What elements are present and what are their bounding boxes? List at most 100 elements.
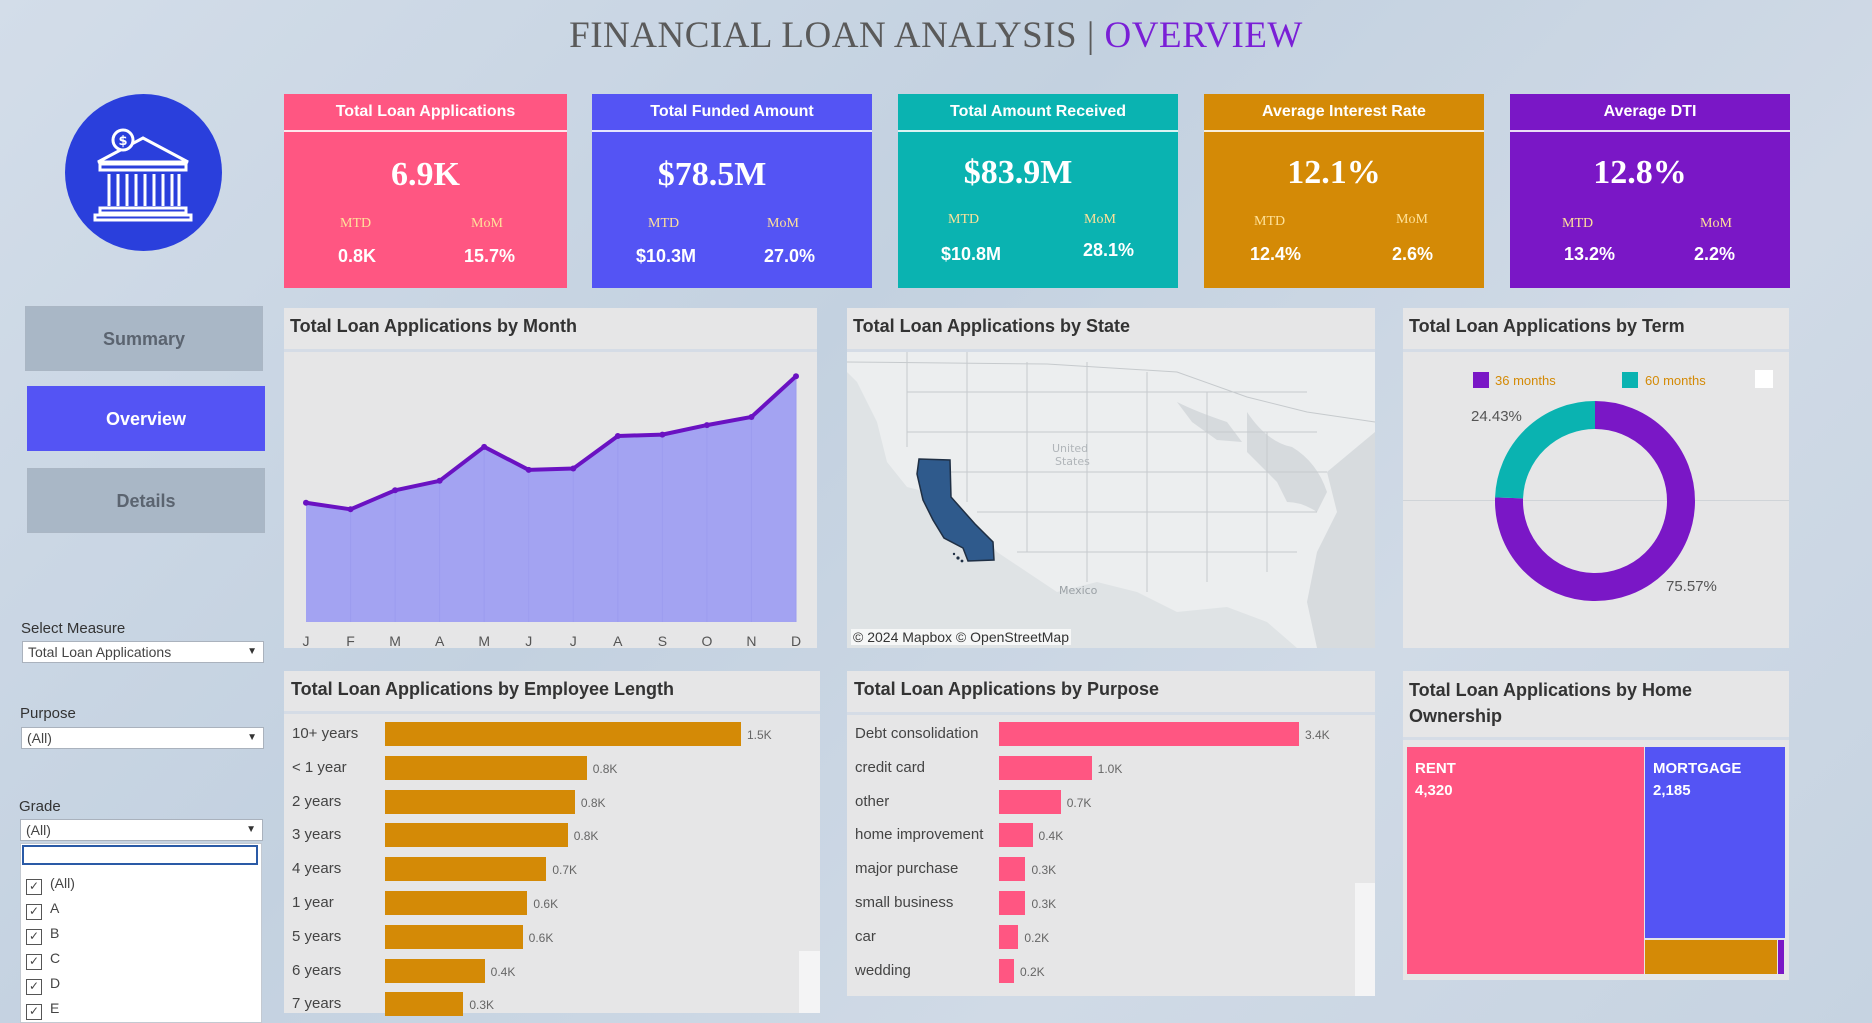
- month-tick-label: J: [525, 633, 532, 648]
- bar[interactable]: [385, 722, 741, 746]
- scrollbar-thumb[interactable]: [1355, 883, 1375, 996]
- month-point[interactable]: [481, 443, 488, 450]
- bar-category-label: 3 years: [292, 826, 342, 844]
- kpi-mom-value: 2.6%: [1392, 244, 1434, 264]
- bar[interactable]: [385, 789, 575, 814]
- bar[interactable]: [385, 992, 464, 1017]
- bar[interactable]: [999, 958, 1014, 983]
- month-tick-label: S: [658, 633, 667, 648]
- month-point[interactable]: [436, 477, 443, 484]
- kpi-mtd-value: 0.8K: [338, 246, 377, 266]
- kpi-mtd-label: MTD: [648, 216, 680, 231]
- purpose-value: (All): [27, 730, 52, 746]
- summary-button[interactable]: Summary: [25, 306, 263, 371]
- bar-category-label: home improvement: [855, 826, 984, 844]
- bar[interactable]: [385, 958, 485, 983]
- donut-slice-36-months[interactable]: [1495, 401, 1695, 601]
- kpi-value: 12.1%: [1287, 154, 1381, 191]
- bar[interactable]: [999, 891, 1026, 915]
- month-point[interactable]: [703, 422, 710, 429]
- month-tick-label: A: [435, 633, 445, 648]
- bar[interactable]: [385, 857, 547, 882]
- checkbox-checked-icon: ✓: [26, 929, 42, 945]
- month-point[interactable]: [793, 373, 799, 380]
- bar[interactable]: [385, 891, 528, 915]
- bar-category-label: 2 years: [292, 792, 342, 810]
- kpi-value: $78.5M: [657, 156, 767, 193]
- checkbox-checked-icon: ✓: [26, 904, 42, 920]
- checkbox-checked-icon: ✓: [26, 979, 42, 995]
- map-attribution[interactable]: © 2024 Mapbox © OpenStreetMap: [851, 629, 1071, 645]
- grade-value: (All): [26, 822, 51, 838]
- grade-option-b[interactable]: ✓ B: [26, 925, 59, 945]
- grade-option-all[interactable]: ✓ (All): [26, 875, 75, 895]
- treemap-other[interactable]: [1778, 940, 1784, 974]
- emp-length-panel: Total Loan Applications by Employee Leng…: [284, 671, 820, 1017]
- us-state-map[interactable]: United States Mexico: [847, 352, 1375, 648]
- bar[interactable]: [999, 755, 1092, 780]
- details-button[interactable]: Details: [27, 468, 265, 533]
- bar[interactable]: [999, 857, 1026, 882]
- kpi-title: Total Funded Amount: [592, 94, 872, 132]
- grade-dropdown[interactable]: (All) ▼: [20, 819, 263, 841]
- month-point[interactable]: [570, 465, 577, 472]
- bar-category-label: 4 years: [292, 860, 342, 878]
- month-tick-label: N: [746, 633, 756, 648]
- month-point[interactable]: [659, 431, 666, 438]
- purpose-dropdown[interactable]: (All) ▼: [21, 727, 264, 749]
- divider: [1403, 500, 1789, 501]
- emp-length-bar-chart: 10+ years 1.5K < 1 year 0.8K 2 years 0.8K 3 ye…: [284, 671, 820, 1017]
- grade-option-c[interactable]: ✓ C: [26, 950, 60, 970]
- home-ownership-panel: Total Loan Applications by Home Ownership…: [1403, 671, 1789, 980]
- select-measure-dropdown[interactable]: Total Loan Applications ▼: [22, 641, 264, 663]
- bar-value-label: 0.7K: [552, 863, 578, 878]
- bar-value-label: 0.2K: [1024, 930, 1050, 945]
- svg-text:$: $: [118, 134, 127, 149]
- grade-label: Grade: [19, 798, 61, 815]
- treemap-mortgage[interactable]: MORTGAGE 2,185: [1645, 747, 1785, 938]
- bar-value-label: 0.3K: [1031, 897, 1057, 911]
- grade-option-a[interactable]: ✓ A: [26, 900, 59, 920]
- overview-button[interactable]: Overview: [27, 386, 265, 451]
- term-donut-panel: Total Loan Applications by Term 36 month…: [1403, 308, 1789, 648]
- month-point[interactable]: [303, 499, 309, 506]
- bar-category-label: small business: [855, 894, 954, 911]
- bar[interactable]: [999, 823, 1033, 848]
- scrollbar-thumb[interactable]: [799, 951, 820, 1013]
- california-state[interactable]: [916, 458, 995, 562]
- kpi-mom-label: MoM: [1700, 216, 1732, 231]
- title-main: FINANCIAL LOAN ANALYSIS |: [569, 15, 1105, 56]
- month-point[interactable]: [347, 506, 354, 513]
- bar[interactable]: [385, 924, 523, 949]
- legend-label-36-months: 36 months: [1495, 373, 1556, 388]
- bar[interactable]: [385, 823, 568, 848]
- kpi-mom-value: 2.2%: [1694, 244, 1736, 264]
- month-point[interactable]: [748, 413, 755, 420]
- treemap-mortgage-value: 2,185: [1653, 782, 1691, 799]
- kpi-title: Total Amount Received: [898, 94, 1178, 132]
- treemap-rent[interactable]: RENT 4,320: [1407, 747, 1644, 974]
- kpi-mom-value: 15.7%: [464, 246, 516, 266]
- kpi-total-loan-applications: Total Loan Applications 6.9K MTD MoM 0.8…: [284, 94, 567, 288]
- month-chart-panel: Total Loan Applications by Month J F M A M J J…: [284, 308, 817, 648]
- donut-slice-60-months[interactable]: [1495, 401, 1596, 499]
- month-point[interactable]: [525, 466, 532, 473]
- month-point[interactable]: [614, 432, 621, 439]
- bar-value-label: 0.2K: [1020, 964, 1045, 979]
- bar[interactable]: [385, 755, 587, 780]
- grade-option-e[interactable]: ✓ E: [26, 1000, 59, 1020]
- kpi-mom-value: 27.0%: [764, 246, 816, 266]
- bar[interactable]: [999, 722, 1299, 746]
- treemap-own[interactable]: [1645, 940, 1777, 974]
- bar[interactable]: [999, 924, 1019, 949]
- bar-value-label: 3.4K: [1305, 728, 1330, 742]
- month-point[interactable]: [392, 487, 399, 494]
- grade-option-d[interactable]: ✓ D: [26, 975, 60, 995]
- state-map-title: Total Loan Applications by State: [853, 316, 1131, 336]
- divider: [1403, 349, 1789, 352]
- grade-search-input[interactable]: [22, 845, 258, 865]
- bar-category-label: < 1 year: [292, 758, 347, 776]
- bar-category-label: other: [855, 792, 890, 810]
- bar[interactable]: [999, 789, 1061, 814]
